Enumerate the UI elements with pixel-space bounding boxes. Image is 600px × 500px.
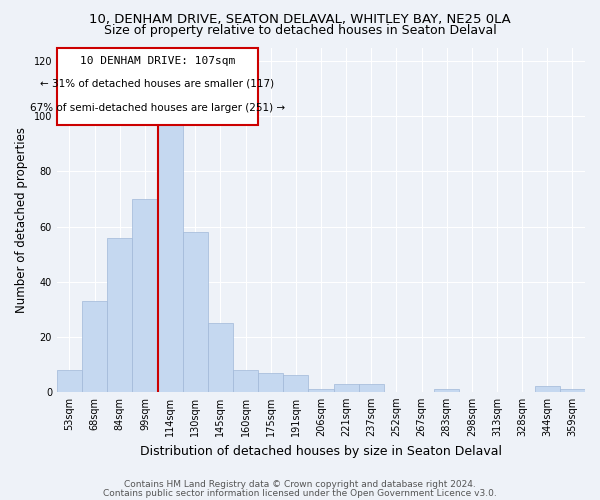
Text: Contains public sector information licensed under the Open Government Licence v3: Contains public sector information licen… bbox=[103, 488, 497, 498]
Bar bbox=[158, 116, 182, 392]
Text: ← 31% of detached houses are smaller (117): ← 31% of detached houses are smaller (11… bbox=[40, 78, 275, 88]
Bar bbox=[535, 386, 560, 392]
Bar bbox=[560, 389, 585, 392]
Text: Contains HM Land Registry data © Crown copyright and database right 2024.: Contains HM Land Registry data © Crown c… bbox=[124, 480, 476, 489]
Bar bbox=[133, 199, 158, 392]
Bar bbox=[182, 232, 208, 392]
Text: 10, DENHAM DRIVE, SEATON DELAVAL, WHITLEY BAY, NE25 0LA: 10, DENHAM DRIVE, SEATON DELAVAL, WHITLE… bbox=[89, 12, 511, 26]
Bar bbox=[334, 384, 359, 392]
Bar bbox=[434, 389, 459, 392]
Bar bbox=[57, 370, 82, 392]
Bar bbox=[82, 301, 107, 392]
Bar bbox=[308, 389, 334, 392]
Bar bbox=[359, 384, 384, 392]
Text: Size of property relative to detached houses in Seaton Delaval: Size of property relative to detached ho… bbox=[104, 24, 496, 37]
Text: 10 DENHAM DRIVE: 107sqm: 10 DENHAM DRIVE: 107sqm bbox=[80, 56, 235, 66]
Bar bbox=[233, 370, 258, 392]
Bar bbox=[283, 376, 308, 392]
X-axis label: Distribution of detached houses by size in Seaton Delaval: Distribution of detached houses by size … bbox=[140, 444, 502, 458]
Y-axis label: Number of detached properties: Number of detached properties bbox=[15, 126, 28, 312]
FancyBboxPatch shape bbox=[57, 48, 258, 124]
Bar bbox=[208, 323, 233, 392]
Bar bbox=[107, 238, 133, 392]
Bar bbox=[258, 372, 283, 392]
Text: 67% of semi-detached houses are larger (251) →: 67% of semi-detached houses are larger (… bbox=[30, 103, 285, 113]
